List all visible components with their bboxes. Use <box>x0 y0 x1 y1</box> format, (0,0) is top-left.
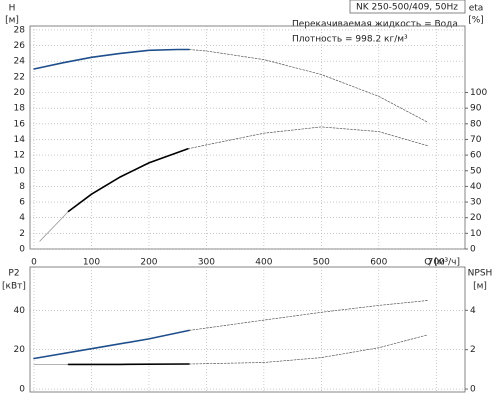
y-tick-label: 8 <box>19 182 25 192</box>
plot-frame <box>29 25 466 250</box>
y-axis-label: P2 <box>8 269 19 279</box>
y-tick-label: 24 <box>14 57 26 67</box>
y2-tick-label: 20 <box>470 213 482 223</box>
x-tick-label: 200 <box>140 258 157 268</box>
annotation: Перекачиваемая жидкость = Вода <box>292 20 458 30</box>
y-axis-unit: [м] <box>5 16 19 26</box>
y-tick-label: 16 <box>14 119 26 129</box>
y-tick-label: 4 <box>19 213 25 223</box>
y2-tick-label: 50 <box>470 166 482 176</box>
curve <box>188 300 428 331</box>
y-tick-label: 0 <box>19 385 25 395</box>
x-tick-label: 500 <box>313 258 330 268</box>
y-tick-label: 40 <box>14 306 26 316</box>
y-tick-label: 14 <box>14 135 26 145</box>
y2-axis-unit: [%] <box>468 16 484 26</box>
x-tick-label: 400 <box>255 258 272 268</box>
y-tick-label: 22 <box>14 72 25 82</box>
curve <box>188 49 428 123</box>
curve <box>33 48 190 70</box>
y-axis-unit: [кВт] <box>2 282 26 292</box>
x-tick-label: 300 <box>198 258 215 268</box>
plot-frame <box>29 266 466 393</box>
y2-tick-label: 4 <box>470 306 476 316</box>
y2-tick-label: 30 <box>470 198 482 208</box>
y2-tick-label: 40 <box>470 182 482 192</box>
curve <box>187 126 428 150</box>
y-tick-label: 10 <box>14 166 26 176</box>
x-tick-label: 100 <box>83 258 100 268</box>
y2-tick-label: 2 <box>470 345 476 355</box>
curve <box>188 334 428 365</box>
y2-tick-label: 90 <box>470 104 482 114</box>
y-tick-label: 6 <box>19 198 25 208</box>
y2-axis-label: eta <box>469 4 484 14</box>
y2-tick-label: 80 <box>470 119 482 129</box>
y2-tick-label: 100 <box>470 88 487 98</box>
y2-axis-unit: [м] <box>473 282 487 292</box>
x-axis-label: Q [м³/ч] <box>424 258 460 268</box>
y-tick-label: 2 <box>19 229 25 239</box>
title-box <box>349 0 466 14</box>
y2-tick-label: 70 <box>470 135 482 145</box>
y-tick-label: 28 <box>14 25 26 35</box>
curve <box>39 211 69 242</box>
x-tick-label: 700 <box>428 258 445 268</box>
y-tick-label: 12 <box>14 151 25 161</box>
y-tick-label: 18 <box>14 104 26 114</box>
y-tick-label: 20 <box>14 345 26 355</box>
curve <box>33 329 190 360</box>
y2-tick-label: 10 <box>470 229 482 239</box>
x-tick-label: 0 <box>31 258 37 268</box>
y2-axis-label: NPSH <box>468 269 493 279</box>
curve <box>67 148 189 213</box>
chart-title: NK 250-500/409, 50Hz <box>356 3 458 13</box>
annotation: Плотность = 998.2 кг/м³ <box>292 35 408 45</box>
y2-tick-label: 60 <box>470 151 482 161</box>
y-tick-label: 0 <box>19 245 25 255</box>
y-tick-label: 26 <box>14 41 26 51</box>
y2-tick-label: 0 <box>470 245 476 255</box>
y-tick-label: 20 <box>14 88 26 98</box>
y2-tick-label: 0 <box>470 385 476 395</box>
y-axis-label: H <box>9 4 16 14</box>
x-tick-label: 600 <box>370 258 387 268</box>
